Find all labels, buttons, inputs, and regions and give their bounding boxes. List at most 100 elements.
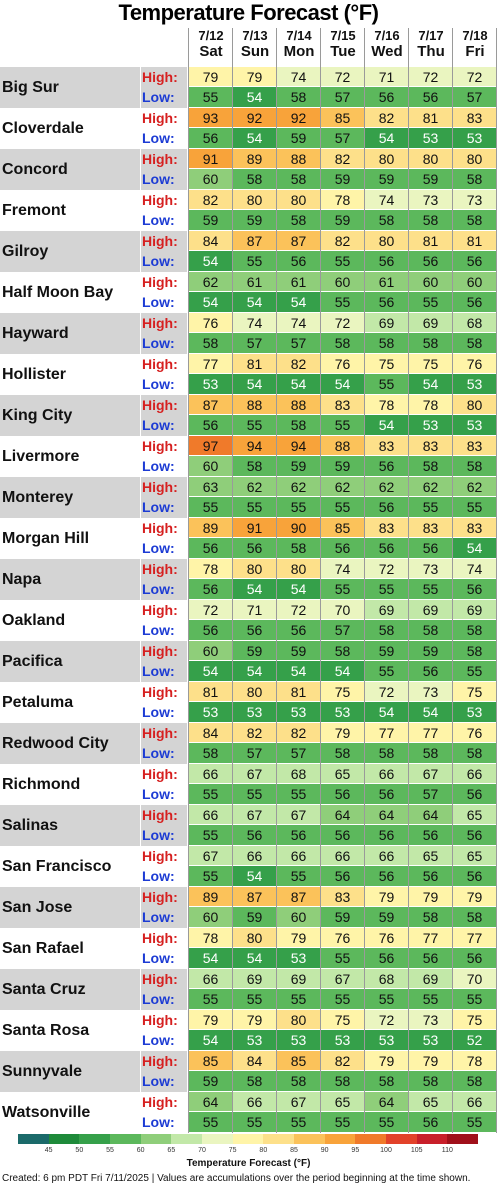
temp-cell-low: 58 (277, 210, 321, 231)
temp-cell-low: 55 (189, 784, 233, 805)
city-label: Cloverdale (2, 119, 84, 137)
temp-cell-low: 54 (189, 1030, 233, 1051)
temp-cell-high: 80 (277, 559, 321, 579)
temp-cell-high: 66 (233, 1092, 277, 1112)
city-label: Watsonville (2, 1103, 91, 1121)
city-label: Concord (0, 149, 140, 190)
temp-cell-low: 58 (321, 1071, 365, 1092)
high-label: High: (142, 274, 178, 290)
temp-cell-high: 79 (365, 887, 409, 907)
temp-cell-low: 55 (189, 989, 233, 1010)
low-label: Low: (141, 907, 187, 928)
colorbar-segment (18, 1134, 50, 1144)
temp-cell-low: 55 (321, 497, 365, 518)
temp-cell-low: 56 (409, 1112, 453, 1133)
temp-cell-high: 75 (453, 1010, 497, 1030)
temp-cell-high: 78 (321, 190, 365, 210)
temp-cell-high: 74 (365, 190, 409, 210)
temp-cell-low: 56 (453, 579, 497, 600)
temp-cell-high: 77 (409, 928, 453, 948)
temp-cell-high: 59 (409, 641, 453, 661)
temp-cell-low: 54 (277, 661, 321, 682)
temp-cell-high: 66 (321, 846, 365, 866)
temp-cell-low: 56 (409, 866, 453, 887)
low-label: Low: (142, 1114, 175, 1130)
temp-cell-low: 55 (321, 579, 365, 600)
city-label: Monterey (0, 477, 140, 518)
colorbar-tick: 105 (410, 1147, 423, 1154)
temp-cell-high: 61 (277, 272, 321, 292)
temp-cell-low: 54 (409, 374, 453, 395)
temp-cell-high: 73 (409, 1010, 453, 1030)
temp-cell-high: 77 (189, 354, 233, 374)
temp-cell-low: 53 (453, 702, 497, 723)
temp-cell-high: 80 (233, 928, 277, 948)
temp-cell-low: 58 (277, 538, 321, 559)
temp-cell-low: 58 (453, 743, 497, 764)
temp-cell-low: 54 (189, 251, 233, 272)
colorbar-tick: 60 (136, 1147, 145, 1154)
low-label: Low: (142, 868, 175, 884)
temp-cell-high: 83 (321, 887, 365, 907)
temp-cell-low: 55 (277, 989, 321, 1010)
column-divider (188, 28, 189, 1133)
temp-cell-low: 54 (277, 292, 321, 313)
temp-cell-high: 69 (365, 600, 409, 620)
temp-cell-low: 58 (409, 210, 453, 231)
temp-cell-low: 55 (233, 251, 277, 272)
temp-cell-low: 58 (365, 333, 409, 354)
temp-cell-low: 54 (365, 415, 409, 436)
low-label: Low: (141, 825, 187, 846)
colorbar-segment (263, 1134, 295, 1144)
temp-cell-low: 54 (233, 579, 277, 600)
high-label: High: (141, 641, 187, 661)
temp-cell-low: 56 (409, 661, 453, 682)
temp-cell-low: 53 (453, 374, 497, 395)
temp-cell-high: 76 (321, 354, 365, 374)
temp-cell-low: 57 (453, 87, 497, 108)
temp-cell-low: 54 (453, 538, 497, 559)
temp-cell-high: 75 (365, 354, 409, 374)
temp-cell-high: 75 (453, 682, 497, 702)
temp-cell-low: 59 (321, 169, 365, 190)
city-label: Livermore (2, 447, 80, 465)
temp-cell-high: 76 (453, 354, 497, 374)
temp-cell-high: 90 (277, 518, 321, 538)
low-label: Low: (141, 415, 187, 436)
city-label: San Francisco (2, 857, 112, 875)
temp-cell-low: 54 (233, 128, 277, 149)
temp-cell-low: 54 (321, 374, 365, 395)
temp-cell-high: 84 (189, 723, 233, 743)
temp-cell-low: 55 (453, 1112, 497, 1133)
temp-cell-high: 62 (453, 477, 497, 497)
temp-cell-low: 55 (409, 989, 453, 1010)
column-divider (232, 28, 233, 1133)
colorbar-tick: 75 (228, 1147, 237, 1154)
temp-cell-high: 72 (321, 67, 365, 87)
high-label: High: (142, 110, 178, 126)
temp-cell-high: 67 (189, 846, 233, 866)
colorbar-tick: 85 (290, 1147, 298, 1154)
temp-cell-low: 53 (453, 415, 497, 436)
column-divider (452, 28, 453, 1133)
temp-cell-high: 60 (453, 272, 497, 292)
temp-cell-low: 58 (409, 333, 453, 354)
temp-cell-low: 55 (321, 251, 365, 272)
temp-cell-high: 87 (189, 395, 233, 415)
temp-cell-low: 58 (365, 210, 409, 231)
temp-cell-high: 67 (277, 805, 321, 825)
temp-cell-low: 55 (321, 948, 365, 969)
chart-title: Temperature Forecast (°F) (118, 0, 379, 25)
temp-cell-high: 64 (321, 805, 365, 825)
high-label: High: (141, 231, 187, 251)
day-weekday: Sun (240, 43, 270, 60)
temp-cell-low: 53 (277, 702, 321, 723)
temp-cell-high: 70 (453, 969, 497, 989)
city-label: Salinas (0, 805, 140, 846)
temp-cell-high: 66 (365, 764, 409, 784)
low-label: Low: (142, 294, 175, 310)
temp-cell-high: 64 (189, 1092, 233, 1112)
temp-cell-high: 75 (409, 354, 453, 374)
temp-cell-high: 79 (453, 887, 497, 907)
high-label: High: (141, 805, 187, 825)
